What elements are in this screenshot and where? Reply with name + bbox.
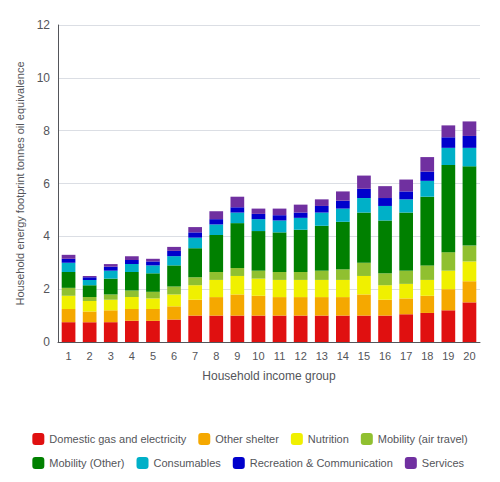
svg-text:4: 4 xyxy=(129,350,135,362)
svg-text:13: 13 xyxy=(316,350,328,362)
svg-text:15: 15 xyxy=(358,350,370,362)
svg-text:6: 6 xyxy=(171,350,177,362)
svg-text:2: 2 xyxy=(43,282,50,296)
svg-text:4: 4 xyxy=(43,229,50,243)
svg-text:8: 8 xyxy=(43,124,50,138)
svg-text:Household energy footprint ton: Household energy footprint tonnes oil eq… xyxy=(14,62,26,306)
svg-text:20: 20 xyxy=(463,350,475,362)
svg-text:18: 18 xyxy=(421,350,433,362)
svg-text:14: 14 xyxy=(337,350,349,362)
svg-text:8: 8 xyxy=(213,350,219,362)
svg-text:Recreation & Communication: Recreation & Communication xyxy=(250,457,393,469)
svg-text:11: 11 xyxy=(274,350,285,362)
svg-text:Nutrition: Nutrition xyxy=(308,433,349,445)
svg-text:12: 12 xyxy=(37,18,51,32)
svg-text:17: 17 xyxy=(400,350,412,362)
svg-text:Mobility (air travel): Mobility (air travel) xyxy=(378,433,468,445)
svg-text:12: 12 xyxy=(295,350,307,362)
svg-text:16: 16 xyxy=(379,350,391,362)
svg-text:0: 0 xyxy=(43,335,50,349)
svg-text:2: 2 xyxy=(87,350,93,362)
svg-text:10: 10 xyxy=(252,350,264,362)
svg-text:Services: Services xyxy=(422,457,465,469)
svg-text:Other shelter: Other shelter xyxy=(215,433,279,445)
svg-text:Mobility (Other): Mobility (Other) xyxy=(49,457,124,469)
svg-text:Consumables: Consumables xyxy=(154,457,222,469)
svg-text:9: 9 xyxy=(234,350,240,362)
svg-text:7: 7 xyxy=(192,350,198,362)
svg-text:Household income group: Household income group xyxy=(202,369,336,383)
svg-text:5: 5 xyxy=(150,350,156,362)
svg-text:Domestic gas and electricity: Domestic gas and electricity xyxy=(49,433,186,445)
svg-text:3: 3 xyxy=(108,350,114,362)
svg-text:10: 10 xyxy=(37,71,51,85)
svg-text:19: 19 xyxy=(442,350,454,362)
svg-text:6: 6 xyxy=(43,177,50,191)
svg-text:1: 1 xyxy=(65,350,71,362)
